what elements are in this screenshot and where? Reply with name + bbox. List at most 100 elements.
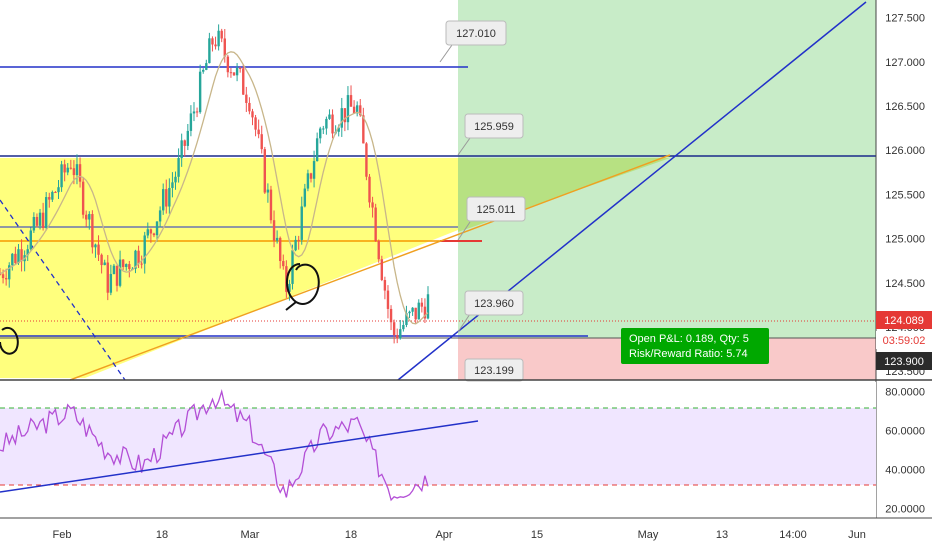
channel-lower-line[interactable] <box>69 154 671 381</box>
candle-body <box>75 164 79 176</box>
price-tick-label: 126.500 <box>885 101 925 113</box>
price-tick-label: 127.500 <box>885 13 925 25</box>
candle-body <box>306 173 310 189</box>
candle-body <box>238 67 242 69</box>
svg-text:123.900: 123.900 <box>884 356 924 368</box>
position-pnl-box[interactable]: Open P&L: 0.189, Qty: 5 Risk/Reward Rati… <box>621 328 769 364</box>
rsi-tick-label: 60.0000 <box>885 426 925 438</box>
time-axis[interactable]: Feb 18 Mar 18 Apr 15 May 13 14:00 Jun <box>53 529 866 541</box>
svg-text:03:59:02: 03:59:02 <box>883 335 926 347</box>
candle-body <box>282 261 285 267</box>
candle-body <box>405 313 408 325</box>
candle-body <box>229 72 233 74</box>
candle-body <box>118 259 122 286</box>
callout-target-text: 125.959 <box>474 121 514 133</box>
candle-body <box>220 30 223 39</box>
candle-body <box>383 280 387 291</box>
candle-body <box>328 114 331 119</box>
candle-body <box>32 216 36 231</box>
candle-body <box>140 263 143 265</box>
candle-body <box>125 264 128 267</box>
callout-resistance[interactable]: 127.010 <box>439 20 507 63</box>
candle-body <box>368 176 371 203</box>
candle-body <box>180 140 183 159</box>
price-tick-label: 127.000 <box>885 57 925 69</box>
candle-body <box>1 274 5 279</box>
rising-trendline[interactable] <box>397 1 867 381</box>
candle-body <box>300 206 303 240</box>
candle-body <box>389 308 393 323</box>
rsi-line[interactable] <box>0 389 429 502</box>
candle-body <box>325 118 328 129</box>
price-tag-countdown: 03:59:02 <box>876 331 932 349</box>
price-tag-entry: 123.900 <box>876 352 932 370</box>
candle-body <box>41 212 45 229</box>
callout-target[interactable]: 125.959 <box>457 113 524 156</box>
candle-body <box>371 202 374 208</box>
candle-body <box>38 212 42 226</box>
price-tag-last: 124.089 <box>876 311 932 329</box>
candle-body <box>11 253 14 266</box>
candle-body <box>112 265 116 275</box>
candle-body <box>408 311 411 314</box>
candle-body <box>106 262 109 293</box>
candle-body <box>14 253 17 264</box>
price-tick-label: 126.000 <box>885 145 925 157</box>
price-tick-label: 124.500 <box>885 278 925 290</box>
candle-body <box>349 95 353 107</box>
callout-support-text: 123.960 <box>474 298 514 310</box>
candle-body <box>97 244 100 255</box>
candle-body <box>183 140 186 146</box>
candle-body <box>85 214 88 220</box>
candle-body <box>235 67 239 76</box>
candle-body <box>100 254 103 266</box>
descending-dashed-line[interactable] <box>0 199 126 381</box>
candle-body <box>26 249 29 256</box>
circle-annotation-1 <box>285 263 320 311</box>
rsi-band <box>0 408 876 485</box>
candle-body <box>146 229 149 236</box>
candle-body <box>57 187 60 193</box>
callout-stop[interactable]: 123.199 <box>464 358 524 382</box>
candle-body <box>411 307 414 312</box>
candle-body <box>288 283 291 292</box>
candle-body <box>63 164 66 173</box>
candle-body <box>168 187 171 207</box>
candle-body <box>396 335 399 339</box>
svg-text:124.089: 124.089 <box>884 315 924 327</box>
candle-body <box>374 207 377 242</box>
candle-body <box>223 38 226 57</box>
callout-entry-mark[interactable]: 125.011 <box>457 196 526 241</box>
candle-body <box>263 149 267 193</box>
candle-body <box>202 69 205 72</box>
candle-body <box>78 164 82 182</box>
time-axis-label: Apr <box>435 529 452 541</box>
candle-body <box>362 115 365 144</box>
price-tick-label: 125.500 <box>885 189 925 201</box>
candle-body <box>205 63 208 70</box>
candle-body <box>275 237 279 241</box>
candle-body <box>198 71 202 113</box>
candle-body <box>20 249 23 262</box>
pnl-line-1: Open P&L: 0.189, Qty: 5 <box>629 333 749 345</box>
candle-body <box>248 102 251 112</box>
candle-body <box>0 273 2 275</box>
candle-body <box>232 72 236 76</box>
candle-body <box>35 216 39 226</box>
candle-body <box>214 44 217 47</box>
time-axis-label: 18 <box>156 529 168 541</box>
rsi-trendline[interactable] <box>0 420 479 493</box>
rsi-tick-label: 20.0000 <box>885 503 925 515</box>
candle-body <box>420 302 424 307</box>
rsi-tick-label: 40.0000 <box>885 464 925 476</box>
candle-body <box>337 127 340 132</box>
candle-body <box>423 306 427 319</box>
candle-body <box>88 214 91 220</box>
candle-body <box>340 108 343 128</box>
candle-body <box>272 220 276 241</box>
candle-body <box>29 230 32 250</box>
candle-body <box>152 233 156 236</box>
candle-body <box>254 117 257 130</box>
callout-support[interactable]: 123.960 <box>457 290 524 333</box>
